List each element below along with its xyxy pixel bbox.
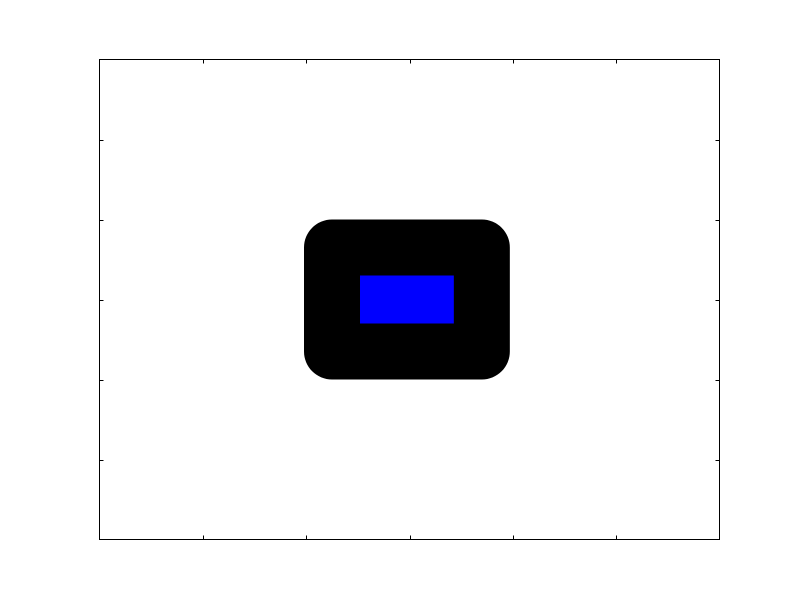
rectangle-patch <box>304 219 510 380</box>
patch-layer <box>304 219 510 380</box>
axes-frame <box>99 59 720 540</box>
tick-layer <box>99 59 720 540</box>
